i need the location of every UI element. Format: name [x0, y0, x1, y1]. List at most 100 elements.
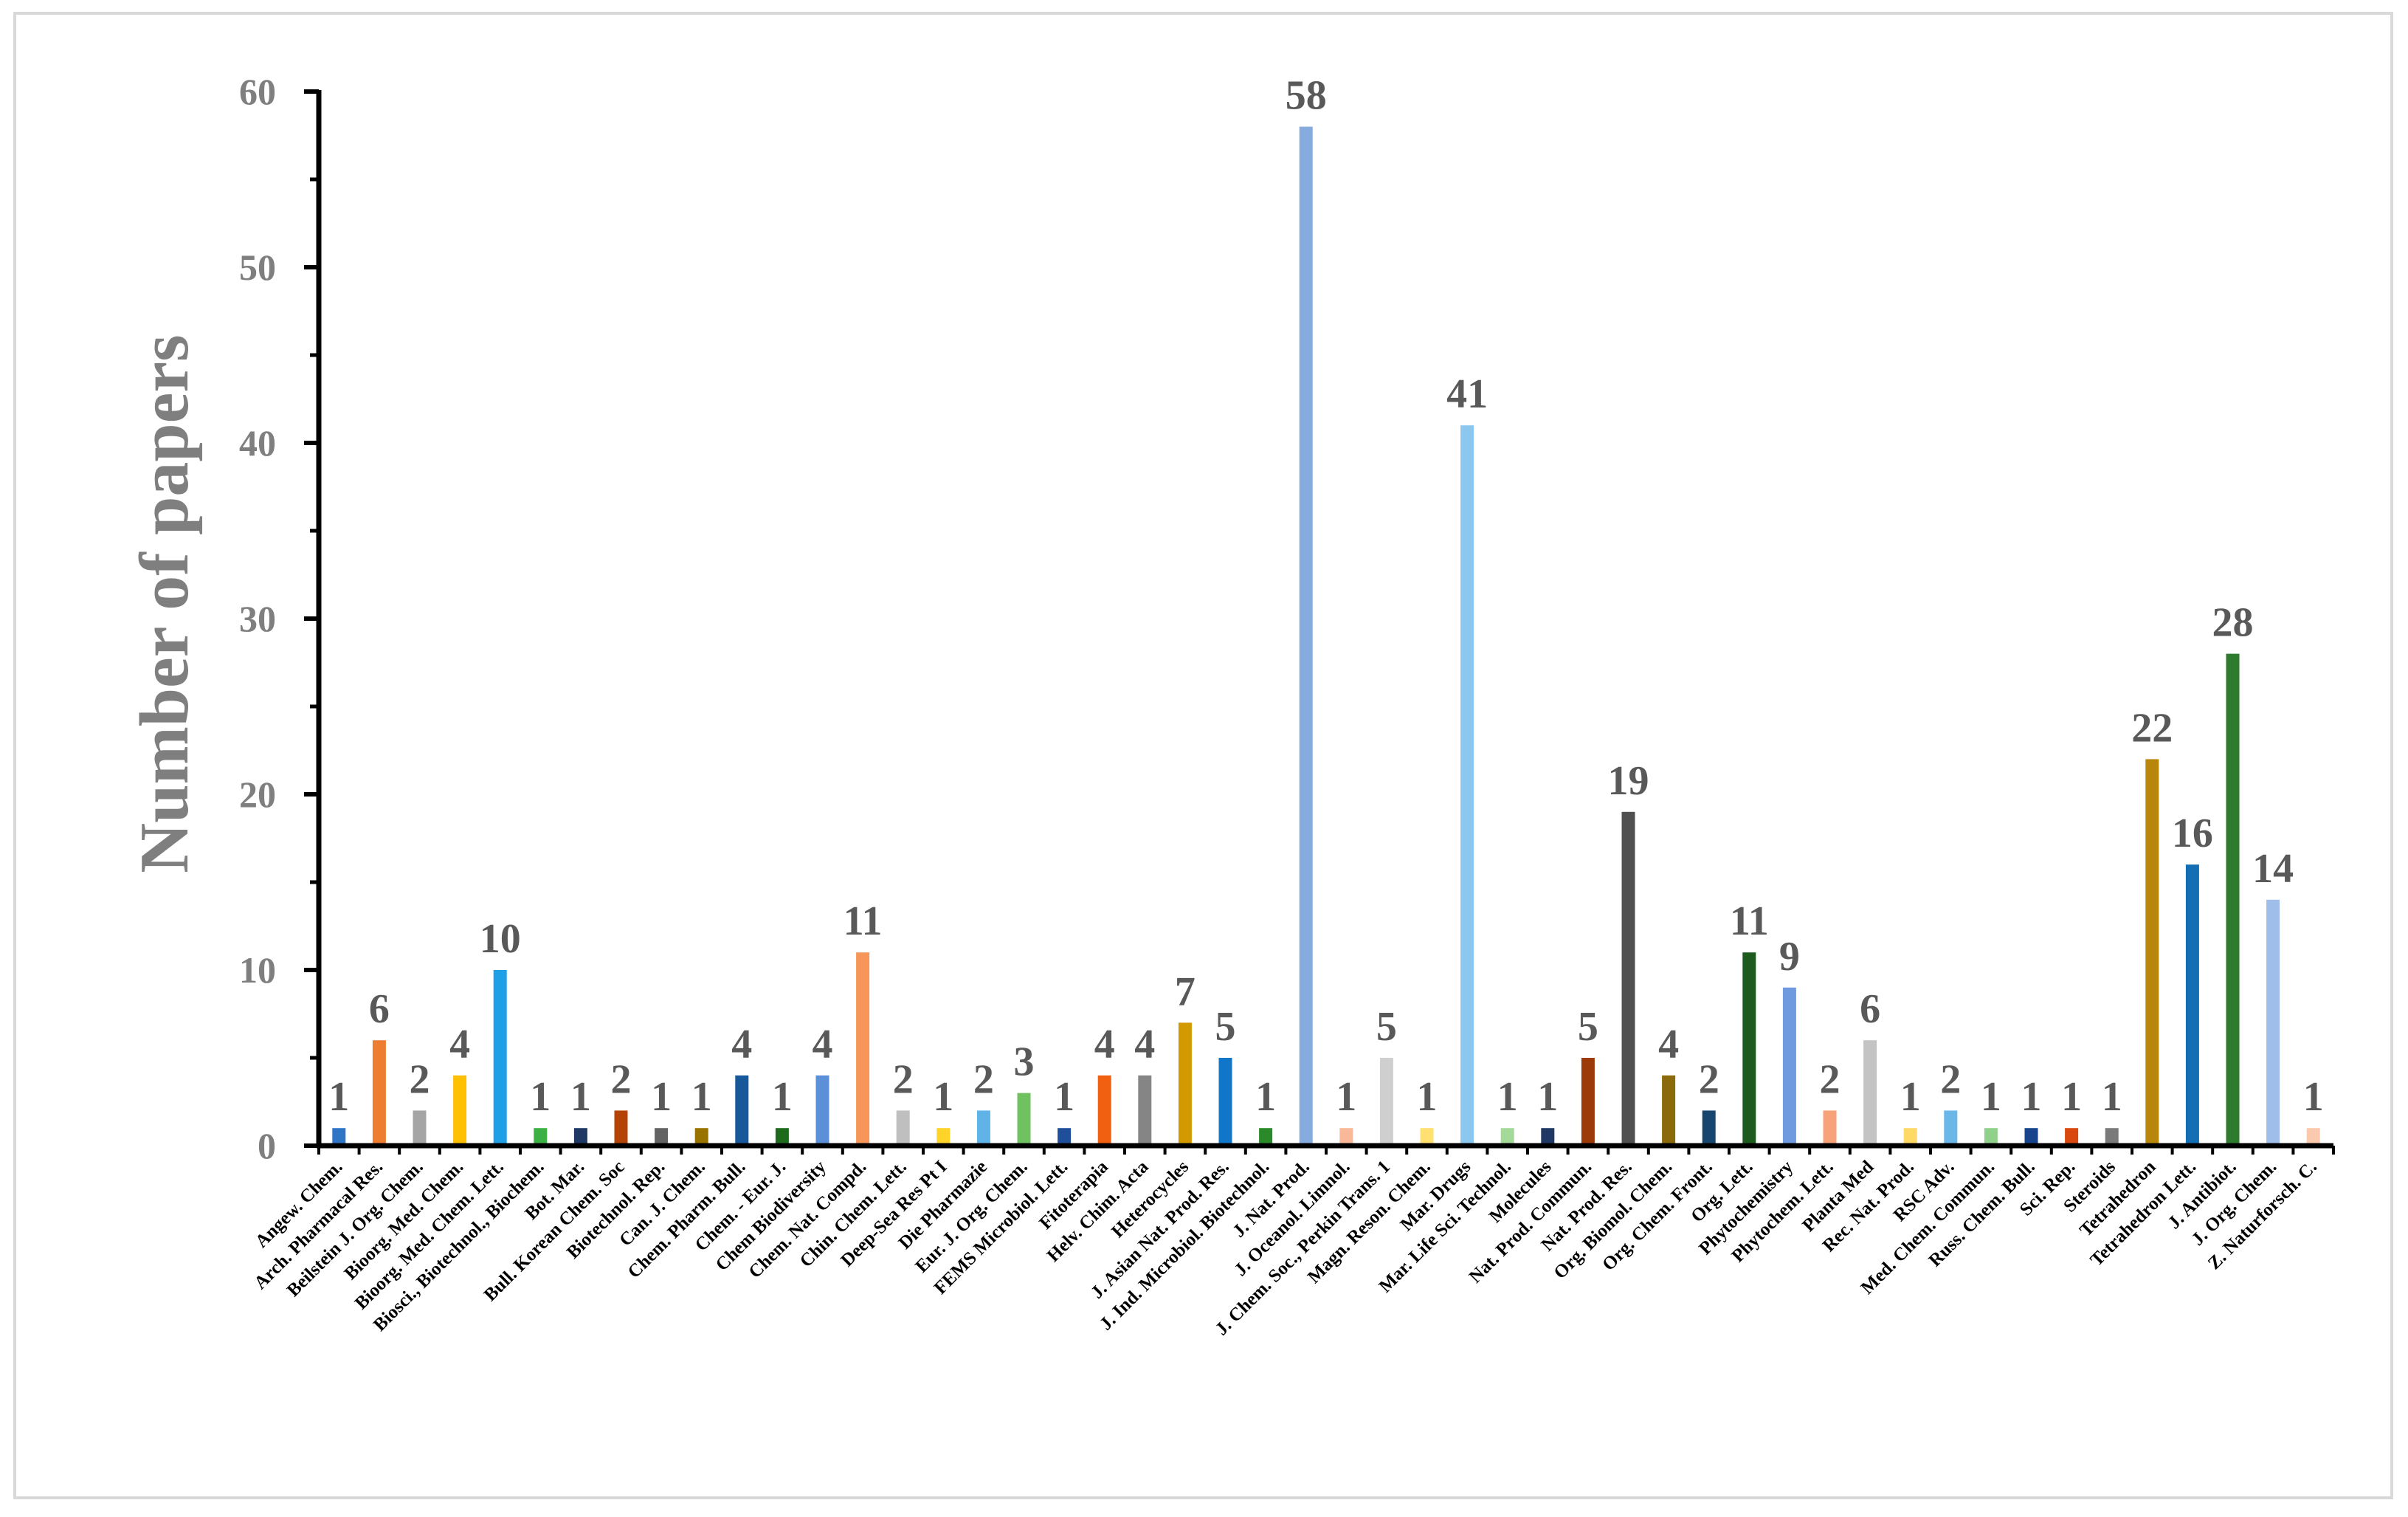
data-label-30: 1: [1537, 1074, 1558, 1120]
data-label-25: 1: [1336, 1074, 1356, 1120]
y-tick-label-1: 10: [239, 949, 276, 991]
bar-26: [1379, 1058, 1393, 1146]
bar-49: [2306, 1128, 2320, 1146]
data-label-38: 6: [1860, 986, 1880, 1032]
data-label-6: 1: [570, 1074, 591, 1120]
data-label-3: 4: [449, 1022, 470, 1067]
data-label-26: 5: [1376, 1004, 1397, 1050]
bar-30: [1541, 1128, 1555, 1146]
data-label-19: 4: [1094, 1022, 1115, 1067]
bar-45: [2145, 759, 2159, 1146]
y-tick-label-3: 30: [239, 598, 276, 639]
data-label-27: 1: [1417, 1074, 1438, 1120]
data-label-11: 1: [772, 1074, 793, 1120]
bar-10: [735, 1075, 749, 1146]
data-label-8: 1: [651, 1074, 672, 1120]
y-axis-title: Number of papers: [126, 334, 203, 873]
data-label-1: 6: [369, 986, 390, 1032]
data-label-43: 1: [2061, 1074, 2082, 1120]
data-label-31: 5: [1578, 1004, 1598, 1050]
data-label-14: 2: [893, 1056, 914, 1102]
bar-46: [2185, 864, 2199, 1146]
data-label-40: 2: [1940, 1056, 1961, 1102]
bar-33: [1662, 1075, 1676, 1146]
data-label-39: 1: [1900, 1074, 1921, 1120]
y-tick-label-6: 60: [239, 71, 276, 112]
data-label-10: 4: [731, 1022, 752, 1067]
bar-31: [1581, 1058, 1595, 1146]
bar-9: [694, 1128, 708, 1146]
data-label-21: 7: [1175, 969, 1196, 1014]
bar-11: [775, 1128, 789, 1146]
bar-44: [2105, 1128, 2119, 1146]
data-label-46: 16: [2172, 811, 2213, 856]
bar-20: [1138, 1075, 1152, 1146]
data-label-18: 1: [1054, 1074, 1074, 1120]
bar-0: [332, 1128, 346, 1146]
data-label-2: 2: [410, 1056, 430, 1102]
data-label-36: 9: [1779, 934, 1800, 980]
data-label-47: 28: [2212, 600, 2254, 646]
bar-40: [1944, 1110, 1958, 1146]
data-label-45: 22: [2131, 705, 2173, 751]
bar-18: [1058, 1128, 1072, 1146]
data-label-29: 1: [1497, 1074, 1518, 1120]
bar-35: [1742, 952, 1756, 1146]
y-tick-label-2: 20: [239, 774, 276, 815]
bar-13: [856, 952, 870, 1146]
bar-42: [2024, 1128, 2038, 1146]
bar-15: [936, 1128, 951, 1146]
bar-16: [976, 1110, 990, 1146]
data-label-15: 1: [933, 1074, 953, 1120]
data-label-32: 19: [1608, 758, 1649, 804]
data-label-5: 1: [530, 1074, 551, 1120]
bar-5: [534, 1128, 548, 1146]
data-label-28: 41: [1446, 371, 1488, 417]
bar-36: [1782, 987, 1796, 1146]
bar-14: [896, 1110, 910, 1146]
data-label-42: 1: [2021, 1074, 2042, 1120]
data-label-33: 4: [1658, 1022, 1679, 1067]
data-label-23: 1: [1255, 1074, 1276, 1120]
data-label-35: 11: [1730, 898, 1769, 944]
bar-25: [1339, 1128, 1353, 1146]
bar-6: [573, 1128, 587, 1146]
bar-37: [1823, 1110, 1837, 1146]
data-label-20: 4: [1134, 1022, 1155, 1067]
data-label-17: 3: [1014, 1039, 1035, 1085]
data-label-49: 1: [2303, 1074, 2324, 1120]
bar-29: [1500, 1128, 1514, 1146]
bar-12: [815, 1075, 829, 1146]
bar-39: [1903, 1128, 1917, 1146]
chart-frame: Number of papers 1 6 2 4 10 1 1 2 1 1 4 1 4 11 2 1 2 3 1 4 4…: [13, 12, 2393, 1499]
bar-7: [614, 1110, 628, 1146]
bar-32: [1621, 811, 1635, 1146]
bar-22: [1218, 1058, 1232, 1146]
bar-48: [2266, 899, 2280, 1146]
data-label-9: 1: [691, 1074, 712, 1120]
data-label-41: 1: [1981, 1074, 2001, 1120]
bar-23: [1259, 1128, 1273, 1146]
data-label-7: 2: [611, 1056, 632, 1102]
data-label-12: 4: [813, 1022, 833, 1067]
data-label-24: 58: [1286, 73, 1327, 119]
bar-34: [1702, 1110, 1716, 1146]
data-label-34: 2: [1699, 1056, 1719, 1102]
data-label-16: 2: [973, 1056, 994, 1102]
bar-41: [1984, 1128, 1998, 1146]
bar-24: [1299, 126, 1313, 1146]
data-label-22: 5: [1215, 1004, 1236, 1050]
bar-2: [413, 1110, 427, 1146]
bar-47: [2226, 653, 2240, 1146]
bar-8: [655, 1128, 669, 1146]
bar-17: [1017, 1093, 1031, 1146]
y-tick-label-5: 50: [239, 247, 276, 288]
data-label-37: 2: [1820, 1056, 1841, 1102]
data-label-4: 10: [480, 916, 521, 962]
bar-38: [1863, 1040, 1877, 1146]
bar-43: [2065, 1128, 2079, 1146]
bar-3: [453, 1075, 467, 1146]
data-label-0: 1: [328, 1074, 349, 1120]
y-tick-label-4: 40: [239, 422, 276, 464]
